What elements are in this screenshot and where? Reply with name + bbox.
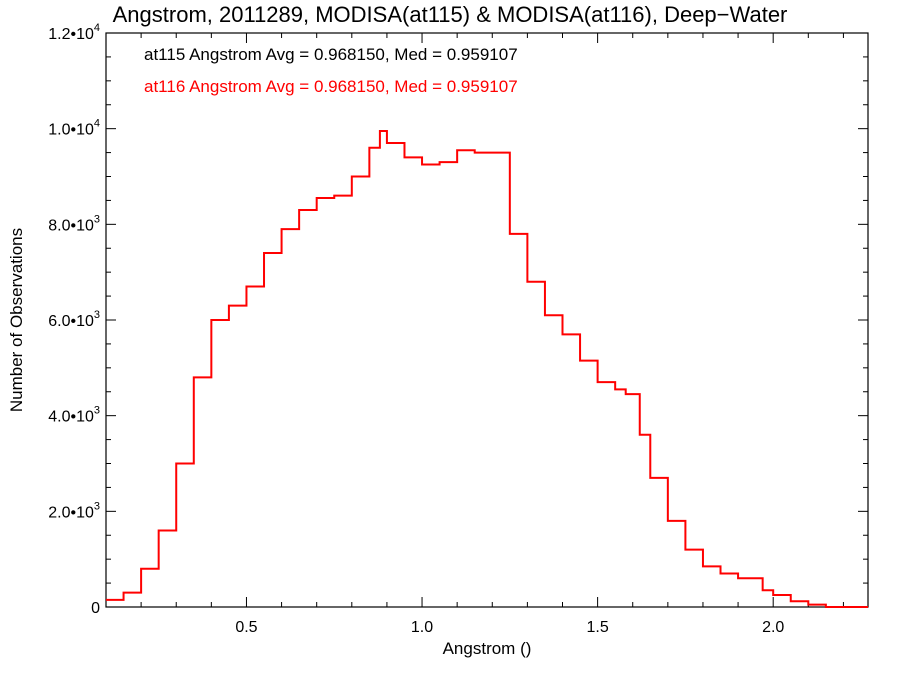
y-tick-label: 8.0•103 xyxy=(48,213,100,234)
x-tick-label: 0.5 xyxy=(235,619,257,636)
chart-title: Angstrom, 2011289, MODISA(at115) & MODIS… xyxy=(112,2,788,27)
series-line xyxy=(106,130,868,608)
y-tick-label: 1.2•104 xyxy=(48,22,100,43)
y-tick-exponent: 4 xyxy=(94,118,100,130)
y-tick-label: 6.0•103 xyxy=(48,309,100,330)
y-tick-label: 2.0•103 xyxy=(48,500,100,521)
axes: 0.5 1.0 1.5 2.0 0 2.0•103 4.0•103 6.0•103 8.0•10… xyxy=(7,22,869,658)
y-tick-exponent: 3 xyxy=(94,213,100,225)
x-axis-label: Angstrom () xyxy=(443,639,532,658)
y-tick-exponent: 4 xyxy=(94,22,100,34)
stats-annotation: at116 Angstrom Avg = 0.968150, Med = 0.9… xyxy=(144,77,518,96)
annotations: at115 Angstrom Avg = 0.968150, Med = 0.9… xyxy=(144,45,518,96)
y-tick-exponent: 3 xyxy=(94,405,100,417)
x-tick-label: 2.0 xyxy=(762,619,784,636)
series-layer xyxy=(105,130,869,608)
y-tick-exponent: 3 xyxy=(94,500,100,512)
y-tick-label: 4.0•103 xyxy=(48,405,100,426)
y-tick-exponent: 3 xyxy=(94,309,100,321)
x-tick-label: 1.0 xyxy=(411,619,433,636)
stats-annotation: at115 Angstrom Avg = 0.968150, Med = 0.9… xyxy=(144,45,518,64)
y-tick-label: 0 xyxy=(91,600,100,617)
y-axis-label: Number of Observations xyxy=(7,228,26,412)
x-tick-label: 1.5 xyxy=(586,619,608,636)
y-tick-label: 1.0•104 xyxy=(48,118,100,139)
